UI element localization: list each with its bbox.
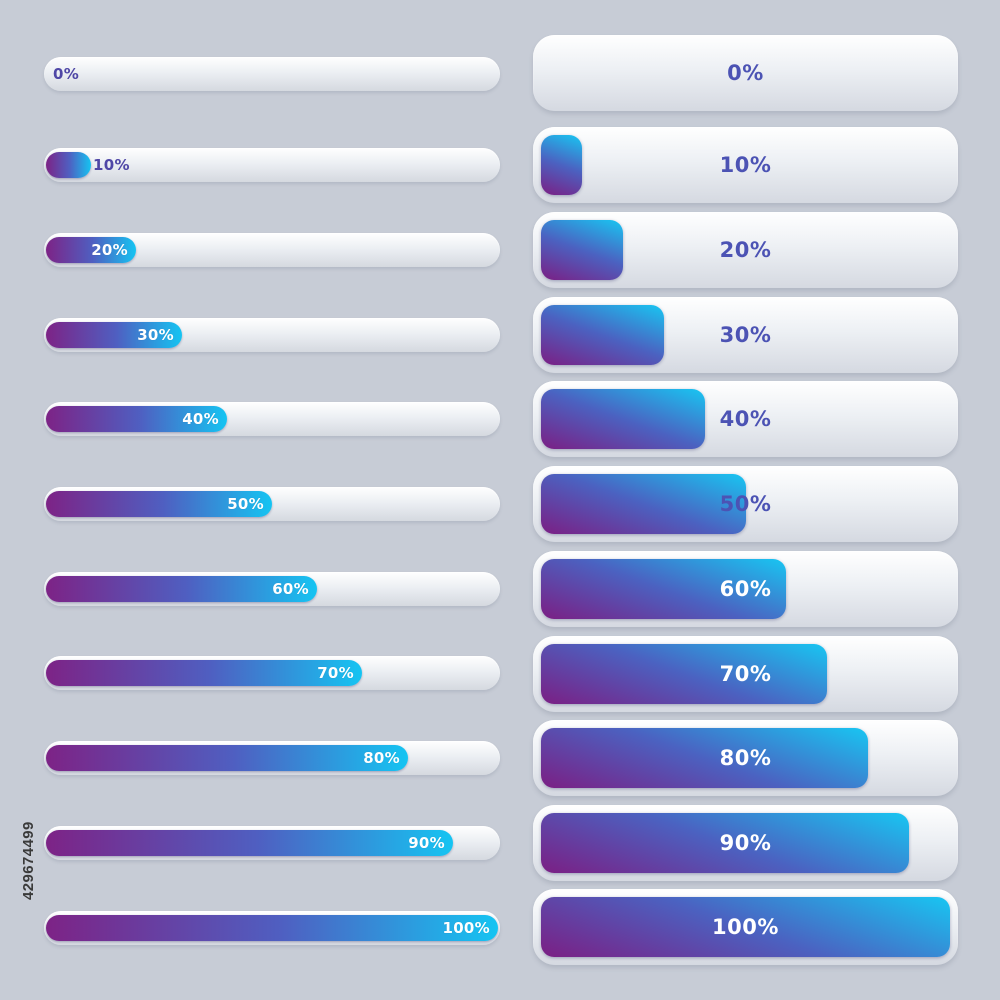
thin-progress-label: 30% xyxy=(137,326,174,344)
thin-progress-label: 80% xyxy=(363,749,400,767)
large-progress-label: 40% xyxy=(719,407,772,431)
large-progress-label: 10% xyxy=(719,153,772,177)
large-progress-fill xyxy=(541,305,664,365)
large-progress-bar-80: 80% xyxy=(533,720,958,796)
thin-progress-fill xyxy=(46,576,317,602)
large-progress-bar-70: 70% xyxy=(533,636,958,712)
thin-progress-bar-60: 60% xyxy=(44,572,500,606)
large-progress-bar-60: 60% xyxy=(533,551,958,627)
stock-image-id: 429674499 xyxy=(20,821,37,900)
large-progress-label: 50% xyxy=(719,492,772,516)
thin-progress-label: 100% xyxy=(442,919,490,937)
large-progress-label: 90% xyxy=(719,831,772,855)
thin-progress-fill xyxy=(46,491,272,517)
large-progress-fill xyxy=(541,813,909,873)
thin-progress-fill xyxy=(46,915,498,941)
thin-progress-label: 70% xyxy=(317,664,354,682)
large-progress-bar-100: 100% xyxy=(533,889,958,965)
thin-progress-bar-100: 100% xyxy=(44,911,500,945)
large-progress-label: 60% xyxy=(719,577,772,601)
thin-progress-fill xyxy=(46,152,91,178)
thin-progress-bar-30: 30% xyxy=(44,318,500,352)
thin-progress-fill xyxy=(46,745,408,771)
thin-progress-bar-50: 50% xyxy=(44,487,500,521)
large-progress-bar-10: 10% xyxy=(533,127,958,203)
thin-progress-label: 0% xyxy=(53,65,80,83)
large-progress-fill xyxy=(541,559,786,619)
large-progress-fill xyxy=(541,135,582,195)
thin-progress-label: 40% xyxy=(182,410,219,428)
thin-progress-fill xyxy=(46,830,453,856)
large-progress-label: 70% xyxy=(719,662,772,686)
large-progress-fill xyxy=(541,728,868,788)
large-progress-label: 100% xyxy=(712,915,779,939)
thin-progress-label: 10% xyxy=(93,156,130,174)
thin-progress-label: 50% xyxy=(227,495,264,513)
large-progress-label: 80% xyxy=(719,746,772,770)
large-progress-fill xyxy=(541,474,746,534)
thin-progress-bar-0: 0% xyxy=(44,57,500,91)
thin-progress-fill xyxy=(46,406,227,432)
large-progress-fill xyxy=(541,644,827,704)
thin-progress-bar-40: 40% xyxy=(44,402,500,436)
large-progress-fill xyxy=(541,220,623,280)
thin-progress-bar-10: 10% xyxy=(44,148,500,182)
thin-progress-bar-90: 90% xyxy=(44,826,500,860)
thin-progress-label: 60% xyxy=(272,580,309,598)
thin-progress-bar-70: 70% xyxy=(44,656,500,690)
thin-progress-bar-80: 80% xyxy=(44,741,500,775)
large-progress-fill xyxy=(541,897,950,957)
large-progress-label: 0% xyxy=(727,61,764,85)
thin-progress-fill xyxy=(46,237,136,263)
large-progress-bar-50: 50% xyxy=(533,466,958,542)
large-progress-fill xyxy=(541,389,705,449)
large-progress-bar-90: 90% xyxy=(533,805,958,881)
large-progress-label: 30% xyxy=(719,323,772,347)
large-progress-bar-20: 20% xyxy=(533,212,958,288)
large-progress-bar-30: 30% xyxy=(533,297,958,373)
thin-progress-label: 90% xyxy=(408,834,445,852)
large-progress-label: 20% xyxy=(719,238,772,262)
thin-progress-fill xyxy=(46,660,362,686)
thin-progress-label: 20% xyxy=(91,241,128,259)
thin-progress-fill xyxy=(46,322,182,348)
large-progress-bar-40: 40% xyxy=(533,381,958,457)
large-progress-bar-0: 0% xyxy=(533,35,958,111)
thin-progress-bar-20: 20% xyxy=(44,233,500,267)
